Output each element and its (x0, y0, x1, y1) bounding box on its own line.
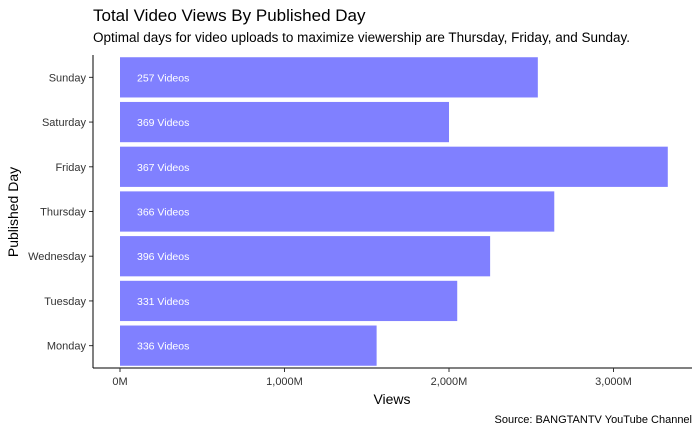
x-tick-label: 0M (112, 376, 127, 388)
y-tick-label-saturday: Saturday (42, 117, 87, 129)
chart-title: Total Video Views By Published Day (93, 6, 366, 25)
x-tick-label: 2,000M (431, 376, 468, 388)
y-tick-label-wednesday: Wednesday (28, 251, 86, 263)
bar-label-thursday: 366 Videos (137, 207, 189, 219)
plot-area: 336 Videos Monday 331 Videos Tuesday 396 Vid… (28, 55, 692, 388)
y-tick-label-monday: Monday (47, 341, 87, 353)
chart-caption: Source: BANGTANTV YouTube Channel (495, 414, 693, 426)
y-tick-label-sunday: Sunday (49, 72, 87, 84)
bar-tuesday (120, 280, 458, 322)
y-tick-label-friday: Friday (55, 162, 86, 174)
bar-wednesday (120, 236, 491, 277)
x-tick-label: 3,000M (595, 376, 632, 388)
bar-label-friday: 367 Videos (137, 162, 189, 174)
x-tick-label: 1,000M (266, 376, 303, 388)
bar-label-sunday: 257 Videos (137, 72, 189, 84)
bar-label-monday: 336 Videos (137, 341, 189, 353)
chart-subtitle: Optimal days for video uploads to maximi… (93, 30, 630, 45)
bar-label-saturday: 369 Videos (137, 117, 189, 129)
bar-label-wednesday: 396 Videos (137, 251, 189, 263)
bar-friday (120, 146, 668, 187)
x-axis-title: Views (373, 391, 410, 407)
bar-label-tuesday: 331 Videos (137, 296, 189, 308)
y-axis-title: Published Day (5, 167, 21, 257)
y-tick-label-tuesday: Tuesday (44, 296, 86, 308)
bar-sunday (120, 57, 538, 98)
y-tick-label-thursday: Thursday (40, 207, 86, 219)
bar-monday (120, 325, 377, 366)
bar-saturday (120, 101, 449, 143)
bar-thursday (120, 191, 555, 232)
